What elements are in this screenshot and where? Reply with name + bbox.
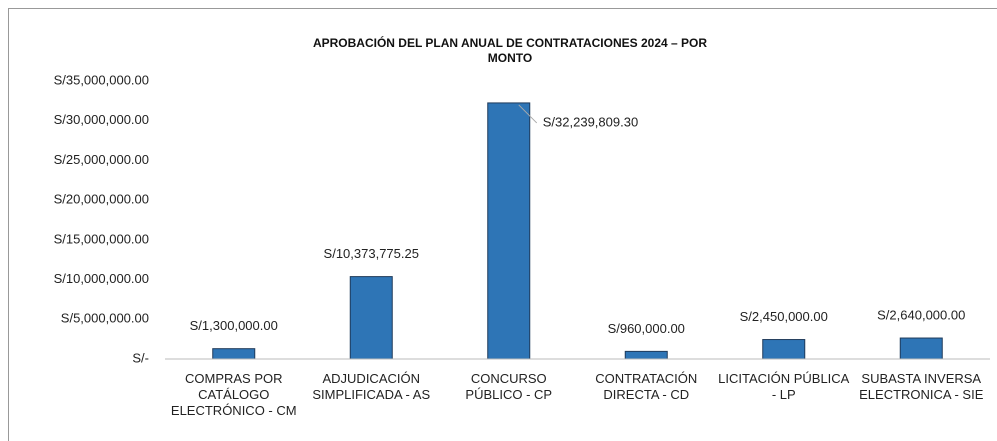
bar <box>624 350 668 360</box>
data-label: S/2,450,000.00 <box>740 309 828 324</box>
data-label: S/10,373,775.25 <box>324 246 419 261</box>
y-tick-label: S/35,000,000.00 <box>54 72 149 87</box>
leader-line <box>518 104 538 124</box>
bar <box>899 337 943 360</box>
y-tick-label: S/10,000,000.00 <box>54 271 149 286</box>
chart-frame <box>8 8 997 441</box>
data-label: S/2,640,000.00 <box>877 307 965 322</box>
data-label: S/960,000.00 <box>608 321 685 336</box>
bar <box>212 348 256 360</box>
y-tick-label: S/15,000,000.00 <box>54 231 149 246</box>
y-tick-label: S/5,000,000.00 <box>61 311 149 326</box>
x-tick-label: COMPRAS POR CATÁLOGO ELECTRÓNICO - CM <box>170 371 297 418</box>
x-tick-label: CONTRATACIÓN DIRECTA - CD <box>595 371 698 402</box>
chart-title: APROBACIÓN DEL PLAN ANUAL DE CONTRATACIO… <box>312 36 708 65</box>
x-tick-label: CONCURSO PÚBLICO - CP <box>465 371 553 402</box>
data-label: S/1,300,000.00 <box>190 318 278 333</box>
x-tick-label: ADJUDICACIÓN SIMPLIFICADA - AS <box>312 371 431 402</box>
y-tick-label: S/- <box>132 350 149 365</box>
bar <box>487 102 531 360</box>
y-tick-label: S/25,000,000.00 <box>54 152 149 167</box>
bar <box>762 339 806 360</box>
y-tick-label: S/30,000,000.00 <box>54 112 149 127</box>
data-label: S/32,239,809.30 <box>543 114 638 129</box>
bar <box>349 276 393 360</box>
x-tick-label: LICITACIÓN PÚBLICA - LP <box>718 371 850 402</box>
y-tick-label: S/20,000,000.00 <box>54 192 149 207</box>
x-tick-label: SUBASTA INVERSA ELECTRONICA - SIE <box>859 371 984 402</box>
